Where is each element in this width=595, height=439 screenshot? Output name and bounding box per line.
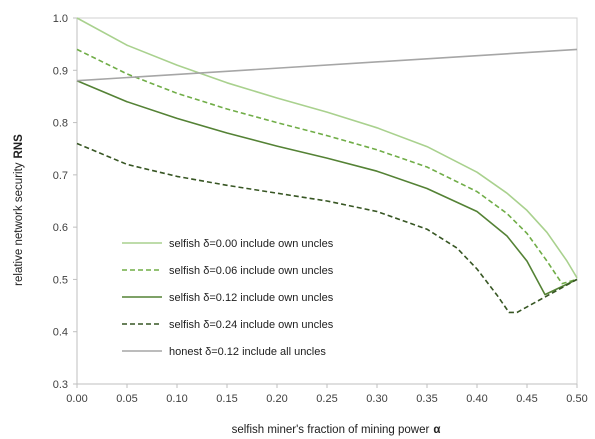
series-line-3: [76, 79, 578, 296]
legend-label-4: selfish δ=0.24 include own uncles: [169, 319, 334, 331]
y-tick-label: 0.9: [53, 65, 68, 77]
x-axis-title-symbol: α: [433, 424, 440, 436]
legend-label-1: selfish δ=0.00 include own uncles: [169, 238, 334, 250]
y-tick-label: 0.6: [53, 222, 68, 234]
y-tick-label: 1.0: [53, 13, 68, 25]
y-axis-title-symbol: RNS: [13, 134, 25, 159]
legend-label-3: selfish δ=0.12 include own uncles: [169, 292, 334, 304]
x-tick-label: 0.35: [416, 393, 437, 405]
x-axis-ticks: 0.00 0.05 0.10 0.15 0.20 0.25 0.30 0.35 0.40 0.45…: [66, 384, 588, 405]
x-tick-label: 0.25: [316, 393, 337, 405]
x-tick-label: 0.20: [266, 393, 287, 405]
legend: selfish δ=0.00 include own uncles selfish…: [122, 238, 334, 358]
x-tick-label: 0.00: [66, 393, 87, 405]
legend-label-5: honest δ=0.12 include all uncles: [169, 346, 326, 358]
x-axis-title: selfish miner's fraction of mining power…: [232, 424, 441, 436]
x-tick-label: 0.50: [566, 393, 587, 405]
x-tick-label: 0.40: [466, 393, 487, 405]
y-tick-label: 0.5: [53, 274, 68, 286]
series-line-1: [76, 17, 578, 279]
x-tick-label: 0.10: [166, 393, 187, 405]
x-tick-label: 0.05: [116, 393, 137, 405]
y-axis-title: relative network security RNS: [13, 134, 25, 286]
series-line-4: [76, 142, 578, 314]
legend-label-2: selfish δ=0.06 include own uncles: [169, 265, 334, 277]
y-axis-ticks: 0.3 0.4 0.5 0.6 0.7 0.8 0.9 1.0: [53, 13, 77, 391]
x-tick-label: 0.30: [366, 393, 387, 405]
y-tick-label: 0.8: [53, 118, 68, 130]
y-tick-label: 0.4: [53, 327, 68, 339]
series-layer: [76, 17, 578, 314]
y-axis-title-text: relative network security: [13, 162, 25, 286]
y-tick-label: 0.7: [53, 170, 68, 182]
series-line-5: [76, 48, 578, 82]
y-tick-label: 0.3: [53, 379, 68, 391]
x-axis-title-text: selfish miner's fraction of mining power: [232, 424, 430, 436]
x-tick-label: 0.15: [216, 393, 237, 405]
x-tick-label: 0.45: [516, 393, 537, 405]
